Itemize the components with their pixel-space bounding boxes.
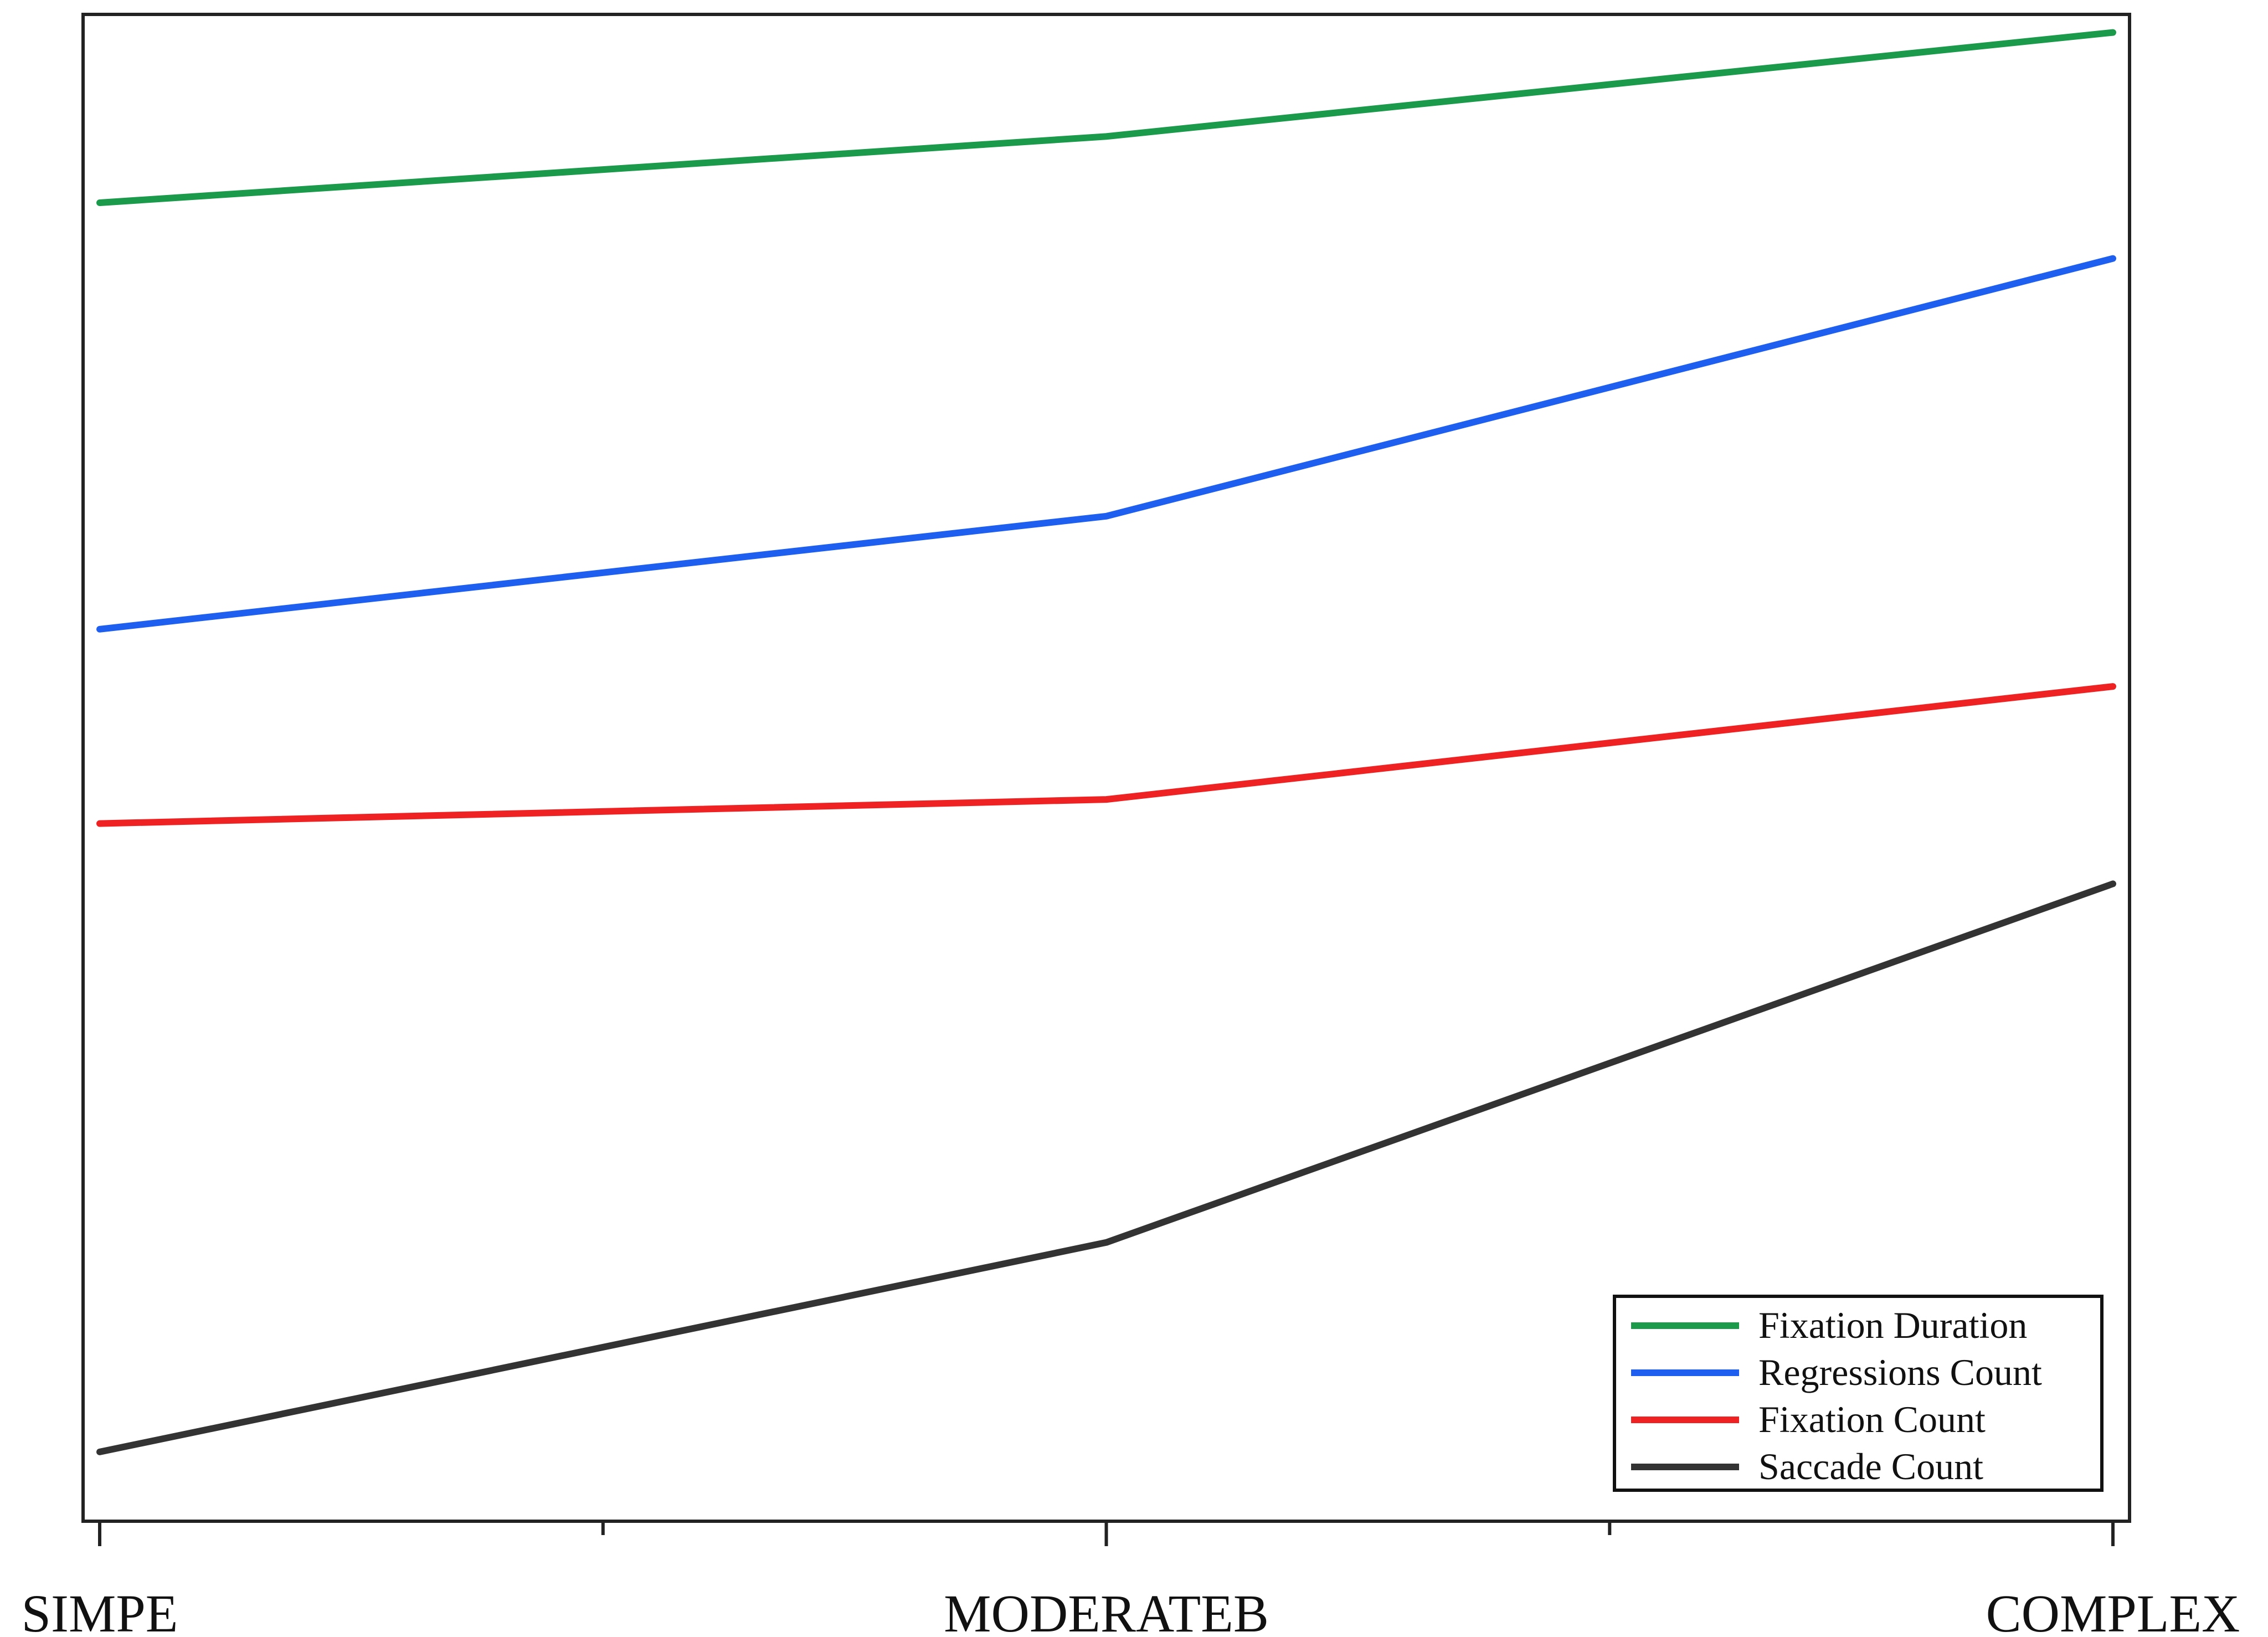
x-tick-label: SIMPE [22,1584,178,1637]
legend-label: Fixation Count [1758,1398,1986,1440]
legend-label: Saccade Count [1758,1445,1983,1487]
series-line-fixation-duration [96,29,2116,206]
legend: Fixation Duration Regressions Count Fixati… [1613,1295,2104,1492]
x-tick-label: MODERATEB [944,1584,1269,1637]
legend-box [1613,1295,2104,1492]
series-line-fixation-count [96,683,2116,827]
legend-label: Fixation Duration [1758,1304,2027,1346]
x-tick-label: COMPLEX [1986,1584,2240,1637]
series-line-saccade-count [96,880,2116,1455]
legend-label: Regressions Count [1758,1351,2042,1393]
series-lines [96,29,2116,1455]
series-line-regressions-count [96,255,2116,633]
x-axis: SIMPE MODERATEB COMPLEX [22,1521,2240,1637]
